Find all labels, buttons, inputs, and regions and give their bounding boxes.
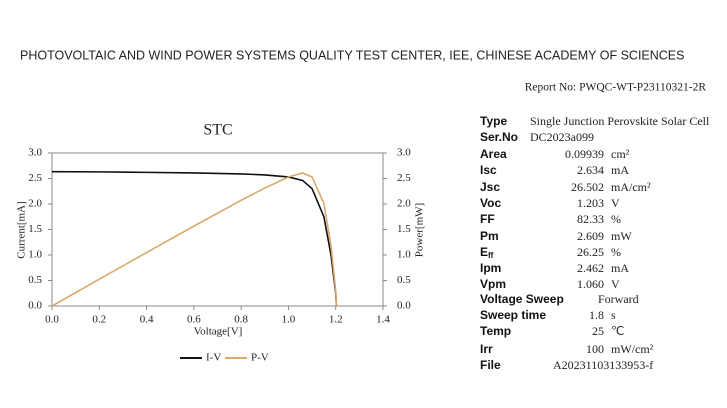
spec-label-text: Ipm xyxy=(480,261,501,275)
y-tick-label: 1.5 xyxy=(28,223,42,235)
spec-unit: cm² xyxy=(611,147,630,161)
spec-unit: mA xyxy=(611,163,629,177)
y2-tick-label: 0.0 xyxy=(397,300,411,312)
y-tick-label: 2.0 xyxy=(28,198,42,210)
spec-unit: mA/cm² xyxy=(611,180,651,194)
spec-unit: mW/cm² xyxy=(611,342,654,356)
y2-axis-label: Power[mW] xyxy=(414,203,426,257)
spec-value: 26.502 xyxy=(571,180,604,194)
legend-label: I-V xyxy=(206,352,221,364)
spec-value: A20231103133953-f xyxy=(553,358,653,372)
series-line xyxy=(51,170,338,307)
spec-label-text: Area xyxy=(480,147,507,161)
spec-value: 1.203 xyxy=(577,196,604,210)
x-tick-label: 1.0 xyxy=(282,314,296,326)
spec-value: Single Junction Perovskite Solar Cell xyxy=(530,114,710,128)
y-tick-label: 0.5 xyxy=(28,274,42,286)
spec-label: Irr xyxy=(480,342,493,356)
spec-label: File xyxy=(480,358,501,372)
spec-label: Vpm xyxy=(480,277,506,291)
spec-label: Voc xyxy=(480,196,501,210)
spec-value: 1.060 xyxy=(577,277,604,291)
spec-label-text: Sweep time xyxy=(480,308,546,322)
y-tick-label: 1.0 xyxy=(28,249,42,261)
spec-value: DC2023a099 xyxy=(530,130,594,144)
spec-label: Voltage Sweep xyxy=(480,292,564,306)
spec-label: Area xyxy=(480,147,507,161)
spec-unit: % xyxy=(611,212,621,226)
y-tick-label: 3.0 xyxy=(28,147,42,159)
spec-unit: % xyxy=(611,245,621,259)
x-tick-label: 0.6 xyxy=(187,314,201,326)
spec-label-text: Type xyxy=(480,114,507,128)
spec-label: Temp xyxy=(480,324,511,338)
y2-tick-label: 1.0 xyxy=(397,249,411,261)
spec-label-text: Irr xyxy=(480,342,493,356)
spec-label: Type xyxy=(480,114,507,128)
spec-label: Pm xyxy=(480,229,499,243)
spec-label-text: File xyxy=(480,358,501,372)
x-tick-label: 1.4 xyxy=(376,314,390,326)
spec-label-text: Jsc xyxy=(480,180,500,194)
x-tick-label: 1.2 xyxy=(329,314,343,326)
spec-label-text: FF xyxy=(480,212,495,226)
x-tick-label: 0.2 xyxy=(92,314,106,326)
y2-tick-label: 1.5 xyxy=(397,223,411,235)
spec-unit: mA xyxy=(611,261,629,275)
spec-value: 0.09939 xyxy=(565,147,604,161)
spec-unit: V xyxy=(611,196,620,210)
x-axis-label: Voltage[V] xyxy=(194,326,243,338)
spec-value: 1.8 xyxy=(589,308,604,322)
spec-label: FF xyxy=(480,212,495,226)
spec-label: Ser.No xyxy=(480,130,518,144)
spec-value: 26.25 xyxy=(577,245,604,259)
y-tick-label: 2.5 xyxy=(28,172,42,184)
spec-label-text: Vpm xyxy=(480,277,506,291)
spec-label: Isc xyxy=(480,163,497,177)
y2-tick-label: 2.5 xyxy=(397,172,411,184)
y2-tick-label: 2.0 xyxy=(397,198,411,210)
series-line xyxy=(51,172,338,307)
header-title: PHOTOVOLTAIC AND WIND POWER SYSTEMS QUAL… xyxy=(20,48,684,62)
legend-label: P-V xyxy=(251,352,269,364)
spec-label-text: Pm xyxy=(480,229,499,243)
spec-value: 100 xyxy=(586,342,604,356)
spec-label-text: E xyxy=(480,245,488,259)
chart-title: STC xyxy=(203,122,232,139)
spec-label: Sweep time xyxy=(480,308,546,322)
spec-label-text: Voc xyxy=(480,196,501,210)
spec-label-text: Voltage Sweep xyxy=(480,292,564,306)
y-tick-label: 0.0 xyxy=(28,300,42,312)
spec-label-text: Ser.No xyxy=(480,130,518,144)
spec-label-text: Temp xyxy=(480,324,511,338)
spec-label: Jsc xyxy=(480,180,500,194)
report-no: Report No: PWQC-WT-P23110321-2R xyxy=(525,82,707,94)
spec-unit: mW xyxy=(611,229,632,243)
spec-label: Ipm xyxy=(480,261,501,275)
spec-value: 2.609 xyxy=(577,229,604,243)
y-axis-label: Current[mA] xyxy=(16,201,28,258)
y2-tick-label: 3.0 xyxy=(397,147,411,159)
spec-value: 82.33 xyxy=(577,212,604,226)
spec-value: 25 xyxy=(592,324,604,338)
x-tick-label: 0.4 xyxy=(140,314,154,326)
spec-label-text: Isc xyxy=(480,163,497,177)
spec-value: 2.634 xyxy=(577,163,604,177)
spec-unit: s xyxy=(611,308,616,322)
y2-tick-label: 0.5 xyxy=(397,274,411,286)
spec-value: 2.462 xyxy=(577,261,604,275)
spec-unit: V xyxy=(611,277,620,291)
x-tick-label: 0.8 xyxy=(234,314,248,326)
x-tick-label: 0.0 xyxy=(45,314,59,326)
spec-label: Eff xyxy=(480,245,494,260)
spec-label-sub: ff xyxy=(488,251,494,260)
spec-value: Forward xyxy=(598,292,639,306)
spec-unit: ℃ xyxy=(611,324,624,338)
plot-frame xyxy=(51,152,384,307)
